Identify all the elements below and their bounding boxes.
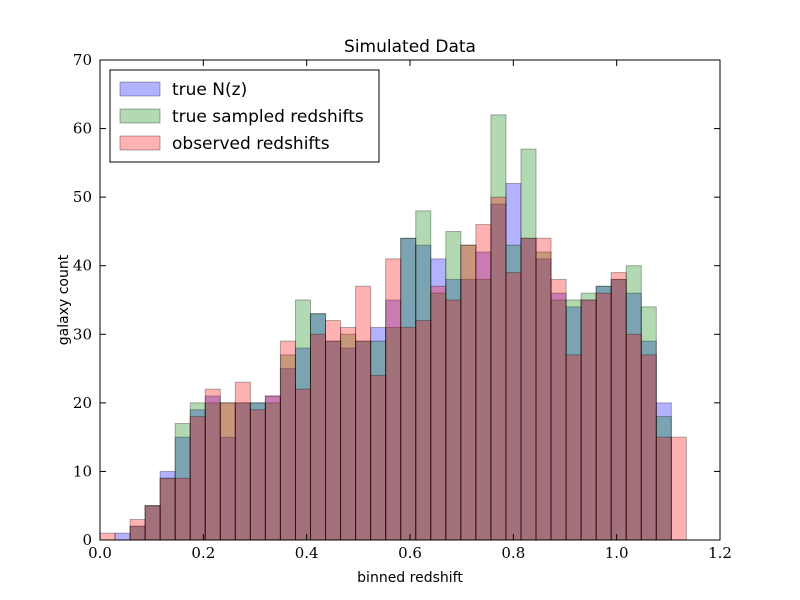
legend-box [109,69,380,163]
bar-series-2-bin-11 [264,395,281,541]
x-tick-label: 0.0 [88,544,112,562]
y-axis-label: galaxy count [56,254,72,345]
y-tick-label: 20 [73,394,92,412]
bar-series-2-bin-3 [144,505,161,541]
bar-series-2-bin-0 [99,532,116,541]
bar-series-2-bin-26 [490,196,507,541]
bar-series-2-bin-32 [580,299,597,541]
bar-series-2-bin-33 [595,292,612,541]
x-tick-label: 1.0 [605,544,629,562]
y-tick-label: 10 [73,462,92,480]
y-tick-label: 60 [73,120,92,138]
y-tick-label: 40 [73,257,92,275]
bar-series-2-bin-8 [219,402,236,541]
bar-series-2-bin-21 [415,320,432,541]
bar-series-2-bin-12 [279,340,296,541]
bar-series-2-bin-20 [400,326,417,541]
x-tick-label: 0.6 [398,544,422,562]
bar-series-2-bin-36 [640,354,657,541]
chart-title: Simulated Data [344,37,476,57]
series-1 [129,114,672,541]
bar-series-2-bin-16 [340,326,357,541]
x-tick-label: 1.2 [708,544,732,562]
bar-series-2-bin-10 [249,409,266,541]
bar-series-2-bin-22 [430,285,447,541]
series-0 [114,182,672,541]
bar-series-2-bin-27 [505,272,522,541]
y-tick-label: 30 [73,325,92,343]
bar-series-2-bin-19 [385,258,402,541]
bar-series-2-bin-7 [204,388,221,541]
bar-series-2-bin-38 [670,436,687,541]
y-tick-label: 0 [82,531,92,549]
axis-ticks: 0.0 0.2 0.4 0.6 0.8 1.0 1.2 0 10 20 30 40 50 60 70 [73,51,732,562]
bar-series-2-bin-24 [460,244,477,541]
x-tick-label: 0.2 [191,544,215,562]
bar-series-2-bin-34 [610,272,627,541]
bar-series-2-bin-30 [550,278,567,541]
bar-series-2-bin-17 [355,285,372,541]
bar-series-2-bin-35 [625,333,642,541]
bar-series-2-bin-23 [445,299,462,541]
bar-series-2-bin-9 [234,381,251,541]
bar-series-2-bin-6 [189,416,206,541]
legend-swatch-1 [119,108,161,124]
y-tick-label: 70 [73,51,92,69]
bar-series-2-bin-5 [174,477,191,541]
series-2 [99,196,687,541]
legend-swatch-2 [119,135,161,151]
legend-label-0: true N(z) [172,80,247,100]
bar-series-0-bin-1 [114,532,131,541]
bar-series-2-bin-4 [159,477,176,541]
x-axis-label: binned redshift [357,570,463,586]
bar-series-2-bin-15 [325,320,342,541]
x-tick-label: 0.4 [295,544,319,562]
bars-layer [99,114,687,541]
legend-label-2: observed redshifts [172,134,330,154]
legend-swatch-0 [119,81,161,97]
x-tick-label: 0.8 [501,544,525,562]
bar-series-2-bin-28 [520,237,537,541]
y-tick-label: 50 [73,188,92,206]
bar-series-2-bin-2 [129,518,146,541]
bar-series-2-bin-25 [475,224,492,541]
bar-series-2-bin-29 [535,237,552,541]
bar-series-2-bin-31 [565,354,582,541]
bar-series-2-bin-13 [294,388,311,541]
bar-series-2-bin-37 [655,436,672,541]
legend-label-1: true sampled redshifts [172,107,364,127]
legend: true N(z) true sampled redshifts observed … [109,69,380,163]
bar-series-2-bin-14 [309,333,327,541]
bar-series-2-bin-18 [370,374,387,541]
